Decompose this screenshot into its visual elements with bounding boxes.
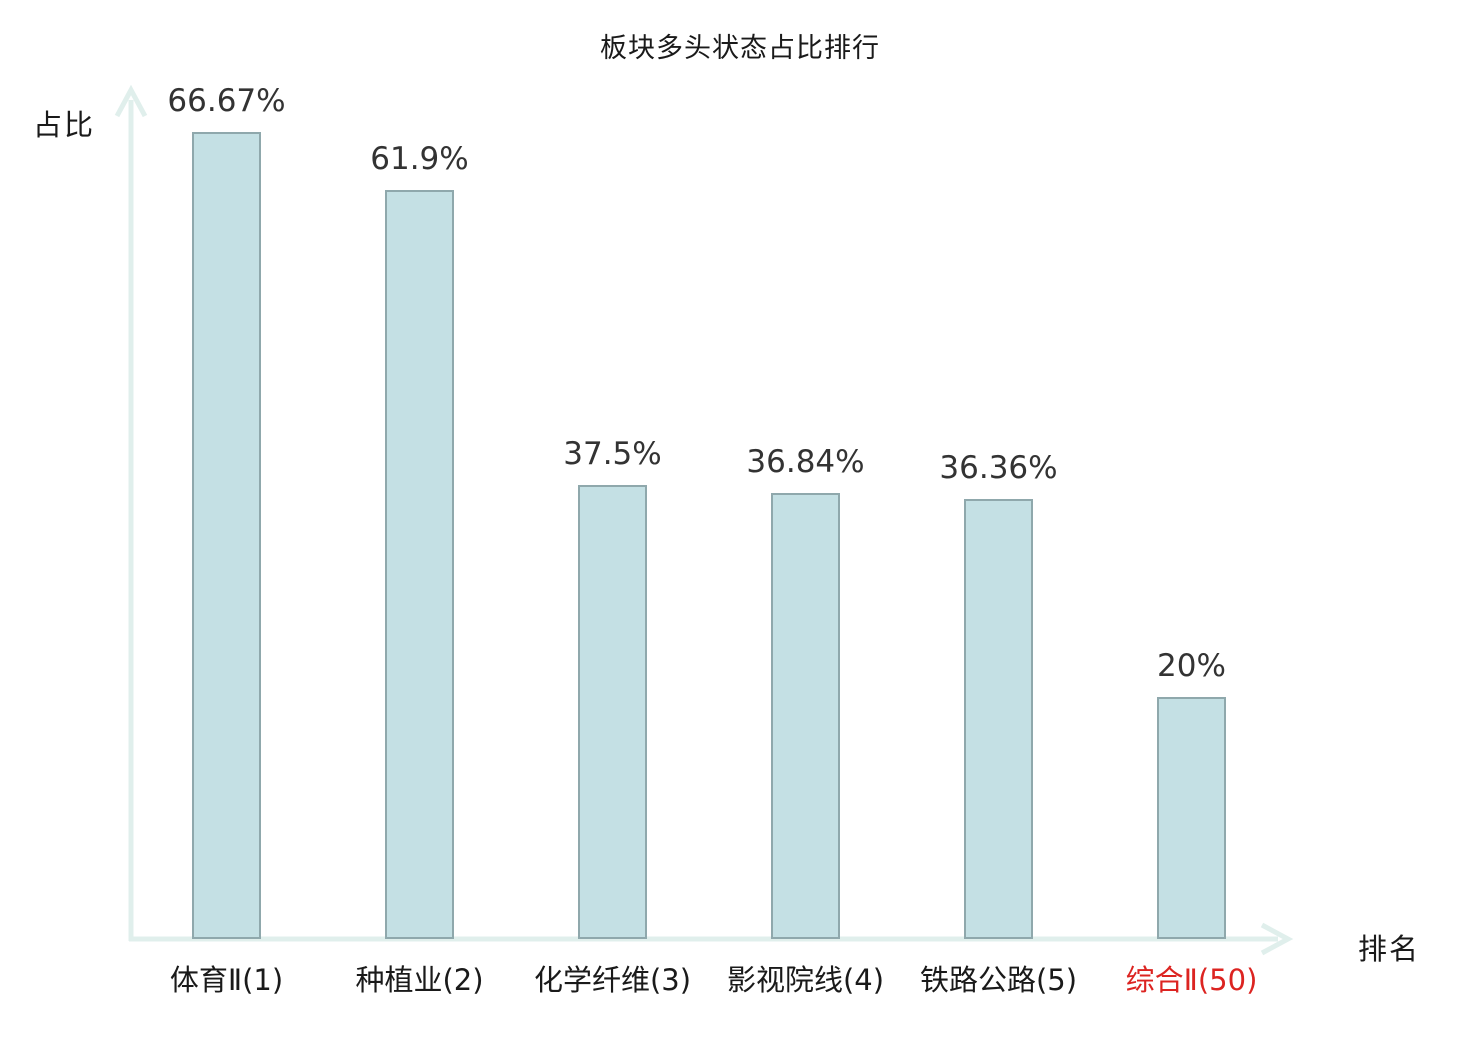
bar-value-label: 61.9% [370,141,469,177]
category-label: 影视院线(4) [726,963,885,997]
x-axis-label: 排名 [1358,932,1421,966]
bar-value-label: 36.84% [746,444,865,480]
category-label: 铁路公路(5) [919,963,1078,997]
bar [385,190,454,939]
category-label: 综合Ⅱ(50) [1125,963,1258,997]
bar [771,493,840,939]
y-axis-arrow-icon [114,84,148,118]
category-label: 体育Ⅱ(1) [169,963,284,997]
chart-title: 板块多头状态占比排行 [600,33,880,64]
category-label: 种植业(2) [355,963,484,997]
y-axis-label: 占比 [33,108,96,142]
bar [964,499,1033,939]
bar [578,485,647,939]
bar-value-label: 36.36% [939,450,1058,486]
bar [1157,697,1226,939]
category-label: 化学纤维(3) [533,963,692,997]
bar [192,132,261,939]
x-axis-arrow-icon [1260,922,1294,956]
bar-value-label: 20% [1157,648,1226,684]
bar-value-label: 66.67% [167,83,286,119]
bar-value-label: 37.5% [563,436,662,472]
